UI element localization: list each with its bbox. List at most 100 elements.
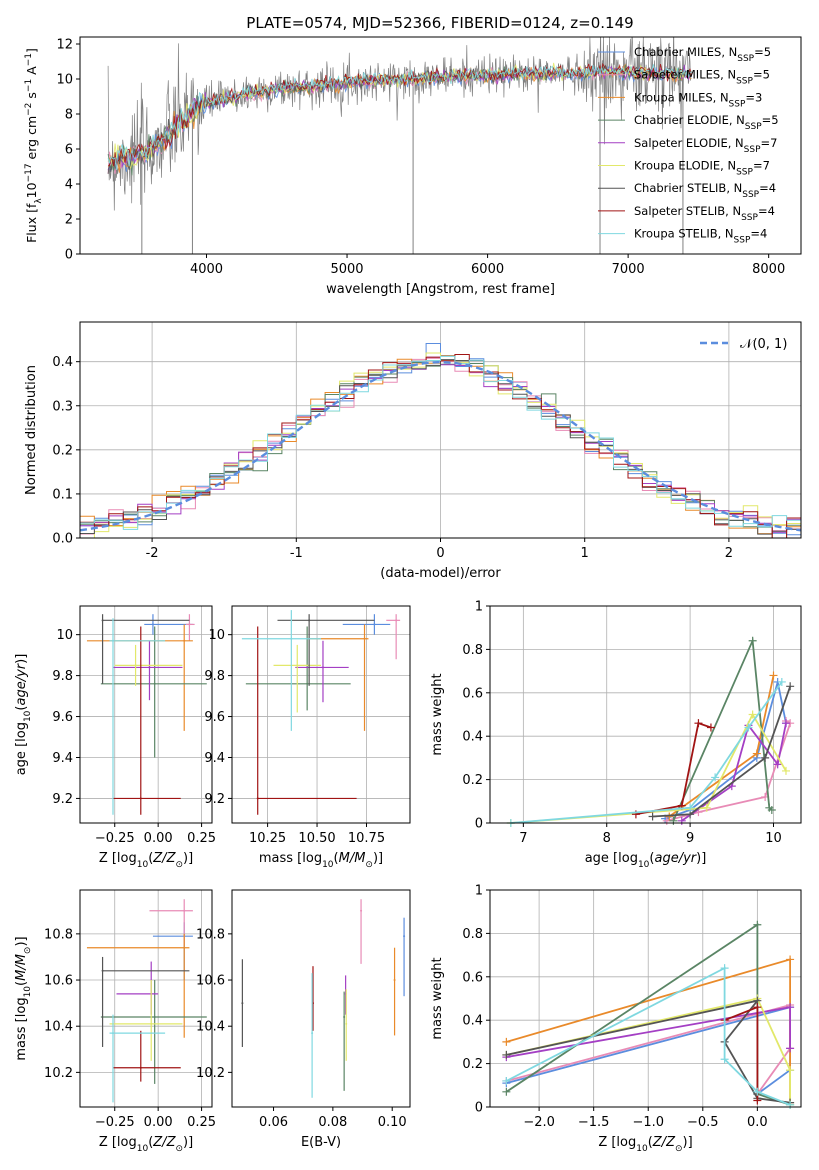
panel-weight_age: 7 8 9 10 0 0.2 0.4 0.6 0.8 1 age [log10(age/yr)] ma… xyxy=(430,600,802,870)
x-tick-label: −0.25 xyxy=(95,831,135,846)
weight-line xyxy=(681,723,787,822)
axes-frame xyxy=(79,889,213,1108)
plot-area-mass_age xyxy=(241,610,401,815)
weight-line xyxy=(506,997,791,1105)
y-tick-label: 0.8 xyxy=(462,927,483,942)
data-point xyxy=(321,666,324,669)
y-tick-label: 0.3 xyxy=(52,399,73,414)
weight-marker xyxy=(767,805,776,814)
legend-label: Kroupa ELODIE, NSSP=7 xyxy=(634,159,770,178)
weight-marker xyxy=(786,1044,795,1053)
histogram-step xyxy=(80,359,801,535)
legend-label: Salpeter ELODIE, NSSP=7 xyxy=(634,136,777,155)
y-tick-label: 9.6 xyxy=(204,710,225,725)
plot-area-weight_age xyxy=(506,636,795,827)
legend-label: Salpeter MILES, NSSP=5 xyxy=(634,68,770,87)
data-point xyxy=(343,1015,346,1018)
y-tick-label: 0.4 xyxy=(462,730,483,745)
x-tick-label: 2 xyxy=(725,546,733,561)
y-axis-label: mass weight xyxy=(430,673,445,755)
y-tick-label: 9.8 xyxy=(204,669,225,684)
data-point xyxy=(403,935,406,938)
axes-frame xyxy=(489,605,802,824)
weight-marker xyxy=(769,671,778,680)
y-tick-label: 10.6 xyxy=(44,974,73,989)
y-tick-label: 0.1 xyxy=(52,487,73,502)
y-tick-label: 0.0 xyxy=(52,532,73,547)
x-tick-label: -1 xyxy=(290,546,303,561)
data-point xyxy=(311,1032,314,1035)
weight-marker xyxy=(786,1003,795,1012)
y-tick-label: 1 xyxy=(475,600,483,615)
panel-weight_z: −2.0 −1.5 −1.0 −0.5 0.0 0 0.2 0.4 0.6 0.8 1 Z [log1… xyxy=(430,884,802,1154)
y-tick-label: 10 xyxy=(56,73,73,88)
weight-marker xyxy=(786,682,795,691)
legend-label: Kroupa STELIB, NSSP=4 xyxy=(634,227,767,246)
data-point xyxy=(306,682,309,685)
y-tick-label: 10 xyxy=(56,628,73,643)
x-tick-label: 0.06 xyxy=(259,1115,288,1130)
y-tick-label: 10.6 xyxy=(196,974,225,989)
x-tick-label: −0.25 xyxy=(95,1115,135,1130)
x-tick-label: 8 xyxy=(603,831,611,846)
data-point xyxy=(101,969,104,972)
x-tick-label: 0.25 xyxy=(187,831,216,846)
panel-residuals: -2 -1 0 1 2 0.0 0.1 0.2 0.3 0.4 𝒩(0, 1) (data-model… xyxy=(24,321,802,581)
x-tick-label: 10.50 xyxy=(298,831,335,846)
x-tick-label: 5000 xyxy=(330,262,363,277)
weight-line xyxy=(635,722,712,816)
y-tick-label: 0.6 xyxy=(462,970,483,985)
y-tick-label: 9.2 xyxy=(204,792,225,807)
legend-label: Chabrier STELIB, NSSP=4 xyxy=(634,181,776,200)
y-tick-label: 0.2 xyxy=(52,443,73,458)
y-tick-label: 10.2 xyxy=(44,1066,73,1081)
y-tick-label: 10.8 xyxy=(44,927,73,942)
data-point xyxy=(363,637,366,640)
weight-marker xyxy=(786,955,795,964)
y-tick-label: 0 xyxy=(475,1101,483,1116)
axes-frame xyxy=(231,605,411,824)
x-tick-label: 7000 xyxy=(612,262,645,277)
data-point xyxy=(101,619,104,622)
weight-marker xyxy=(753,1087,762,1096)
axes-frame xyxy=(79,605,213,824)
plot-area-spectrum xyxy=(107,37,692,254)
data-point xyxy=(296,664,299,667)
plot-area-z_mass xyxy=(86,899,207,1103)
y-tick-label: 0.8 xyxy=(462,643,483,658)
legend-label: 𝒩(0, 1) xyxy=(740,337,787,352)
weight-marker xyxy=(720,964,729,973)
axes-frame xyxy=(231,889,411,1108)
x-axis-label: mass [log10(M/M⊙)] xyxy=(259,851,383,870)
data-point xyxy=(290,637,293,640)
x-tick-label: 8000 xyxy=(752,262,785,277)
panel-mass_age: 10.25 10.50 10.75 9.2 9.4 9.6 9.8 10 mass [log10… xyxy=(204,605,411,870)
weight-marker xyxy=(748,710,757,719)
y-axis-label: Normed distribution xyxy=(24,365,39,495)
data-point xyxy=(112,1032,114,1035)
y-axis-label: Flux [fλ10−17 erg cm−2 s−1 A−1] xyxy=(24,48,44,243)
weight-marker xyxy=(720,1055,729,1064)
histogram-step xyxy=(80,355,801,530)
data-point xyxy=(153,1015,156,1018)
x-tick-label: 4000 xyxy=(190,262,223,277)
panel-z_mass: −0.25 0.00 0.25 10.2 10.4 10.6 10.8 Z [log10(Z/… xyxy=(14,889,216,1154)
weight-marker xyxy=(502,1037,511,1046)
axes-frame xyxy=(79,36,802,255)
x-tick-label: 0.0 xyxy=(747,1115,768,1130)
data-point xyxy=(148,666,151,669)
weight-marker xyxy=(711,773,720,782)
weight-marker xyxy=(786,1066,795,1075)
weight-marker xyxy=(502,1087,511,1096)
x-axis-label: age [log10(age/yr)] xyxy=(585,851,707,870)
x-tick-label: 0.25 xyxy=(187,1115,216,1130)
legend-label: Kroupa MILES, NSSP=3 xyxy=(634,90,762,109)
weight-line xyxy=(672,637,773,822)
y-tick-label: 10.4 xyxy=(196,1020,225,1035)
data-point xyxy=(153,682,156,685)
data-point xyxy=(139,797,142,800)
legend-label: Chabrier ELODIE, NSSP=5 xyxy=(634,113,779,132)
x-tick-label: 1 xyxy=(581,546,589,561)
y-tick-label: 1 xyxy=(475,884,483,899)
x-axis-label: Z [log10(Z/Z⊙)] xyxy=(99,851,193,870)
